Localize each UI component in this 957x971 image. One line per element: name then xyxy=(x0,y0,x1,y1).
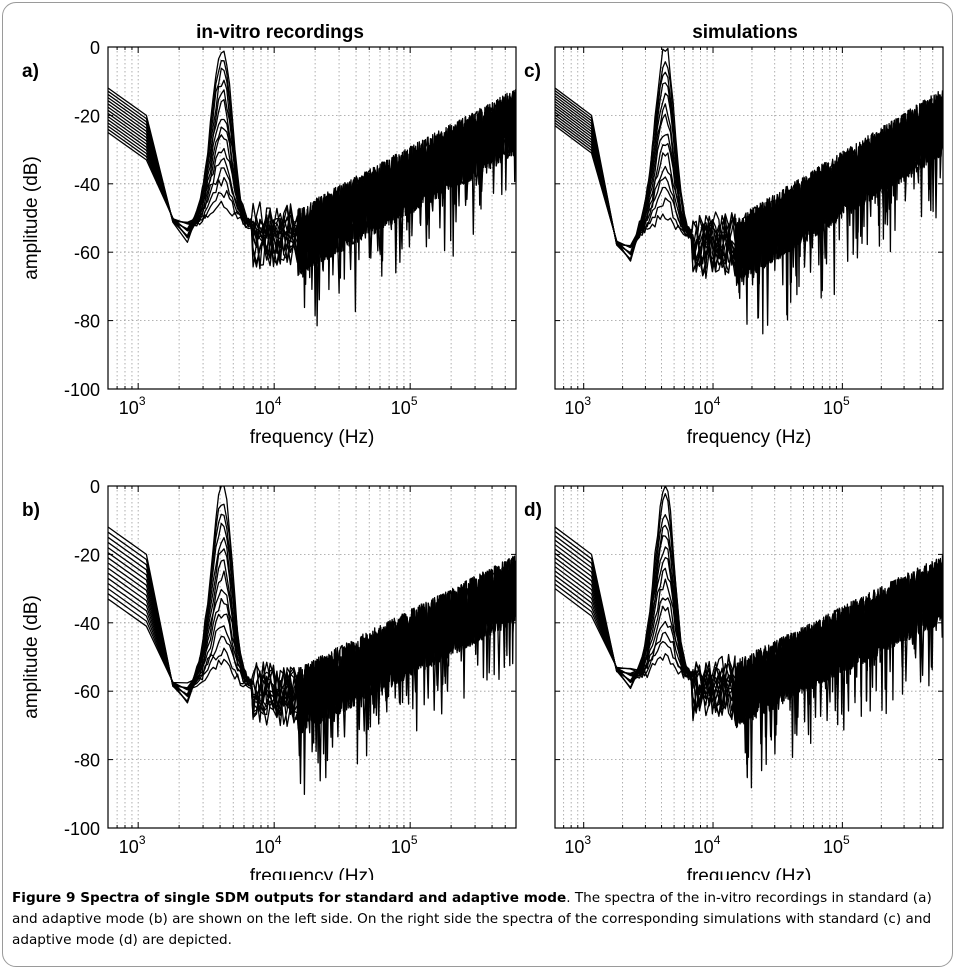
ticks-b xyxy=(108,485,516,829)
x-axis-label: frequency (Hz) xyxy=(687,866,812,880)
grid-c xyxy=(555,47,943,389)
panel-label-c: c) xyxy=(524,61,541,82)
series-group-d xyxy=(555,486,943,789)
y-tick-label: 0 xyxy=(90,477,100,497)
panel-label-d: d) xyxy=(524,500,542,521)
x-axis-label: frequency (Hz) xyxy=(250,866,375,880)
panel-a: 0 -20 -40 -60 -80 -100 103 104 105 frequency (Hz)… xyxy=(21,38,517,448)
series-line xyxy=(555,558,943,772)
series-group-c xyxy=(555,47,943,335)
axes-box-c xyxy=(554,46,944,390)
x-tick-label: 105 xyxy=(823,833,850,857)
ticks-a xyxy=(108,46,516,390)
y-tick-label: -100 xyxy=(64,380,100,400)
x-tick-label: 103 xyxy=(119,394,146,418)
y-tick-label: -40 xyxy=(74,614,100,634)
column-title-left: in-vitro recordings xyxy=(196,22,364,43)
y-tick-label: -100 xyxy=(64,819,100,839)
axes-box-a xyxy=(107,46,517,390)
ticks-c xyxy=(555,46,943,390)
y-tick-label: 0 xyxy=(90,38,100,58)
x-tick-label: 104 xyxy=(255,394,282,418)
y-tick-label: -60 xyxy=(74,682,100,702)
panel-b: 0 -20 -40 -60 -80 -100 103 104 105 frequency (Hz)… xyxy=(21,477,517,880)
y-axis-label: amplitude (dB) xyxy=(21,595,42,719)
x-axis-label: frequency (Hz) xyxy=(687,427,812,448)
y-tick-label: -20 xyxy=(74,106,100,126)
caption-label: Figure 9 Spectra of single SDM outputs f… xyxy=(12,890,567,906)
x-tick-label: 104 xyxy=(694,833,721,857)
panel-label-a: a) xyxy=(22,61,39,82)
y-axis-label: amplitude (dB) xyxy=(21,156,42,280)
ticks-d xyxy=(555,485,943,829)
grid-b xyxy=(108,486,516,828)
x-tick-label: 103 xyxy=(119,833,146,857)
x-tick-label: 105 xyxy=(391,833,418,857)
axes-box-d xyxy=(554,485,944,829)
y-tick-label: -80 xyxy=(74,751,100,771)
y-tick-label: -80 xyxy=(74,312,100,332)
y-tick-label: -20 xyxy=(74,545,100,565)
y-tick-label: -60 xyxy=(74,243,100,263)
panel-d: 103 104 105 frequency (Hz) d) xyxy=(524,485,944,880)
column-title-right: simulations xyxy=(692,22,798,43)
series-line xyxy=(108,558,516,755)
series-line xyxy=(108,89,516,272)
x-tick-label: 105 xyxy=(391,394,418,418)
figure-caption: Figure 9 Spectra of single SDM outputs f… xyxy=(12,888,942,951)
series-group-b xyxy=(108,486,516,796)
x-tick-label: 104 xyxy=(255,833,282,857)
panel-label-b: b) xyxy=(22,500,40,521)
panel-c: 103 104 105 frequency (Hz) c) xyxy=(524,46,944,448)
x-tick-label: 105 xyxy=(823,394,850,418)
y-tick-label: -40 xyxy=(74,175,100,195)
figure-panels: in-vitro recordings simulations 0 -20 -40 -… xyxy=(21,22,944,880)
x-tick-label: 103 xyxy=(564,394,591,418)
series-group-a xyxy=(108,50,516,327)
series-line xyxy=(555,96,943,284)
x-tick-label: 103 xyxy=(564,833,591,857)
x-axis-label: frequency (Hz) xyxy=(250,427,375,448)
axes-box-b xyxy=(107,485,517,829)
series-line xyxy=(555,93,943,300)
x-tick-label: 104 xyxy=(694,394,721,418)
caption-text: . The spectra of the in-vitro recordings… xyxy=(12,890,932,948)
